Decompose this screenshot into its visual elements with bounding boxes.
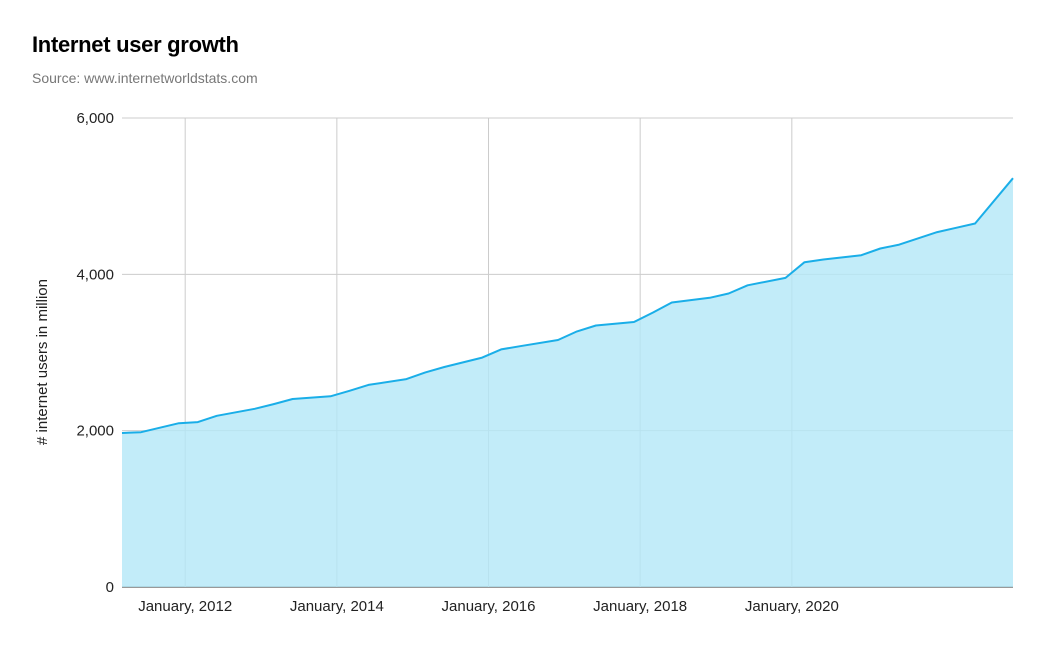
chart-subtitle: Source: www.internetworldstats.com (32, 70, 258, 86)
y-tick-label: 4,000 (76, 266, 114, 283)
y-tick-label: 6,000 (76, 110, 114, 127)
axis-ticks: 0 2,000 4,000 6,000 January, 2012 January, 20… (76, 110, 838, 615)
x-tick-label: January, 2018 (593, 598, 687, 615)
series-line (121, 177, 1014, 434)
x-tick-label: January, 2016 (442, 598, 536, 615)
y-axis-label: # internet users in million (34, 279, 51, 445)
x-tick-label: January, 2014 (290, 598, 384, 615)
series-area (122, 178, 1013, 587)
x-tick-label: January, 2012 (138, 598, 232, 615)
chart-title: Internet user growth (32, 32, 239, 57)
y-tick-label: 2,000 (76, 423, 114, 440)
x-tick-label: January, 2020 (745, 598, 839, 615)
y-tick-label: 0 (106, 579, 114, 596)
